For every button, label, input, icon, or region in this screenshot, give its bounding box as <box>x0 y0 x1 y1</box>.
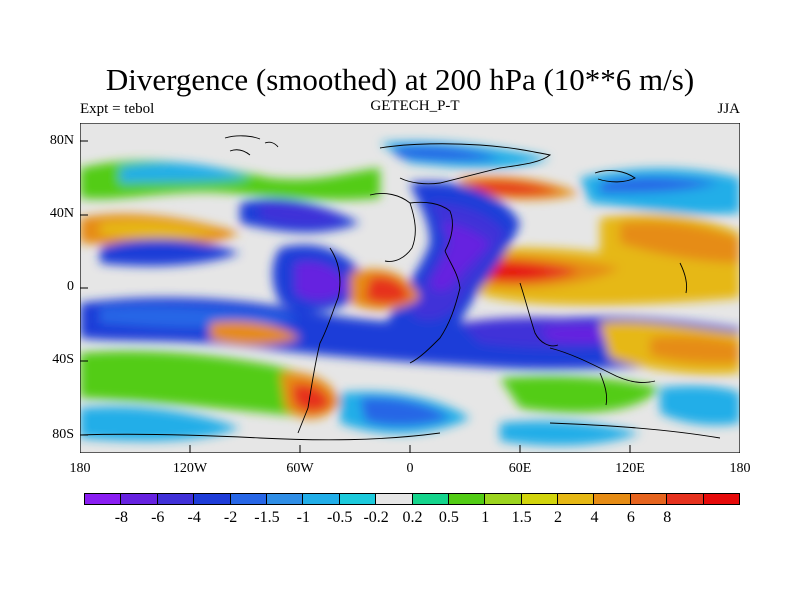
colorbar-label: 1.5 <box>511 509 532 526</box>
colorbar-label: -0.5 <box>327 509 353 526</box>
colorbar-label: 0.2 <box>402 509 423 526</box>
lat-label-40n: 40N <box>49 206 74 221</box>
lon-label-180w: 180 <box>69 461 91 476</box>
colorbar-box <box>120 493 158 505</box>
colorbar-label: -2 <box>223 509 238 526</box>
model-label: GETECH_P-T <box>370 98 460 114</box>
colorbar-box <box>666 493 704 505</box>
lon-label-0: 0 <box>406 461 414 476</box>
lon-label-120w: 120W <box>172 461 208 476</box>
colorbar-label: 4 <box>590 509 599 526</box>
colorbar-label: 8 <box>663 509 672 526</box>
colorbar-label: -1.5 <box>254 509 280 526</box>
colorbar-box <box>520 493 559 505</box>
coastlines <box>80 135 721 441</box>
colorbar-label: 1 <box>481 509 490 526</box>
colorbar-label: 0.5 <box>438 509 459 526</box>
colorbar-box <box>411 493 449 505</box>
lat-label-80s: 80S <box>52 427 74 442</box>
season-label: JJA <box>717 101 740 117</box>
colorbar-box <box>702 493 741 505</box>
colorbar-box <box>375 493 413 505</box>
lat-label-0: 0 <box>67 279 74 294</box>
colorbar-box <box>593 493 631 505</box>
colorbar-box <box>193 493 231 505</box>
colorbar-box <box>629 493 668 505</box>
experiment-label: Expt = tebol <box>80 101 155 117</box>
lon-label-120e: 120E <box>615 461 645 476</box>
divergence-field <box>80 141 740 446</box>
colorbar-label: 6 <box>626 509 635 526</box>
colorbar-box <box>156 493 195 505</box>
colorbar-box <box>265 493 304 505</box>
lat-label-80n: 80N <box>49 133 74 148</box>
colorbar-box <box>229 493 267 505</box>
lon-label-180e: 180 <box>729 461 751 476</box>
colorbar-label: -1 <box>296 509 310 526</box>
colorbar-label: -0.2 <box>363 509 389 526</box>
colorbar-box <box>557 493 595 505</box>
colorbar-box <box>484 493 522 505</box>
colorbar-box <box>84 493 122 505</box>
axis-ticks <box>80 140 631 453</box>
lon-label-60w: 60W <box>286 461 314 476</box>
colorbar-label: -6 <box>151 509 165 526</box>
colorbar-box <box>302 493 340 505</box>
lon-label-60e: 60E <box>508 461 532 476</box>
colorbar-box <box>447 493 486 505</box>
lat-label-40s: 40S <box>52 352 74 367</box>
colorbar-box <box>338 493 377 505</box>
colorbar <box>84 493 741 505</box>
colorbar-label: -4 <box>187 509 201 526</box>
colorbar-label: 2 <box>554 509 563 526</box>
plot-title: Divergence (smoothed) at 200 hPa (10**6 … <box>105 62 695 97</box>
divergence-map <box>80 123 740 453</box>
colorbar-label: -8 <box>114 509 129 526</box>
